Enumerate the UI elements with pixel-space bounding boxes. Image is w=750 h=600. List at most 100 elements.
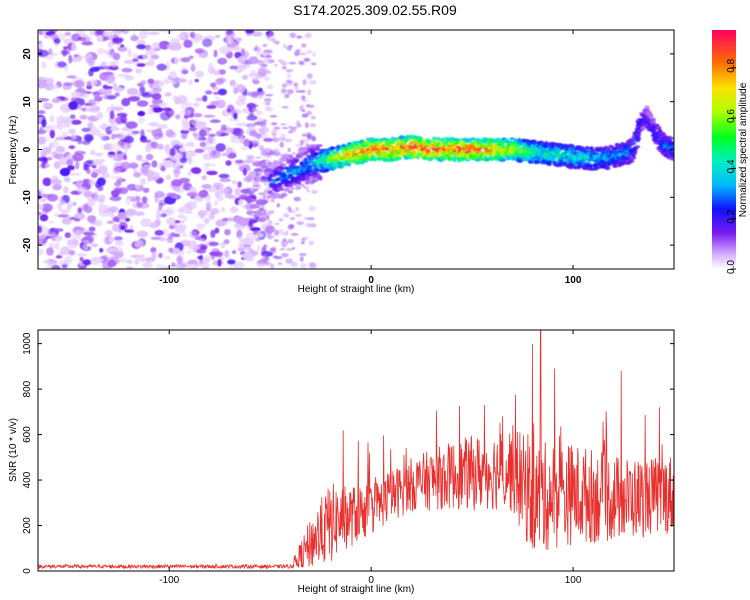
noise-blob: [99, 247, 104, 253]
noise-blob: [106, 220, 114, 224]
noise-blob: [38, 203, 44, 211]
noise-blob: [86, 81, 92, 90]
ridge-blob: [573, 156, 577, 160]
noise-blob: [131, 52, 139, 59]
noise-blob: [312, 52, 316, 57]
noise-blob: [177, 208, 185, 212]
y-tick-label: 10: [22, 96, 33, 108]
noise-blob: [190, 66, 196, 71]
noise-blob: [256, 245, 261, 251]
ridge-blob: [341, 149, 346, 153]
noise-blob: [147, 171, 160, 181]
noise-blob: [124, 144, 129, 154]
noise-blob: [38, 76, 47, 85]
noise-blob: [217, 259, 222, 267]
noise-blob: [112, 52, 121, 61]
noise-blob: [177, 78, 188, 83]
noise-blob: [133, 211, 145, 216]
noise-blob: [96, 112, 104, 119]
y-tick-label: 1000: [22, 332, 33, 355]
noise-blob: [200, 266, 210, 269]
ridge-blob: [270, 199, 275, 203]
noise-blob: [87, 198, 99, 202]
noise-blob: [210, 229, 216, 238]
noise-blob: [97, 165, 108, 175]
noise-blob: [257, 60, 263, 63]
noise-blob: [142, 262, 153, 269]
noise-blob: [123, 154, 128, 160]
noise-blob: [232, 250, 237, 254]
noise-blob: [108, 60, 119, 68]
noise-blob: [258, 217, 266, 223]
noise-blob: [165, 174, 172, 181]
noise-blob: [291, 247, 296, 250]
ridge-blob: [314, 146, 321, 152]
noise-blob: [198, 53, 207, 58]
ridge-blob: [279, 163, 287, 167]
noise-blob: [260, 125, 267, 132]
noise-blob: [104, 65, 112, 71]
noise-blob: [294, 85, 299, 91]
noise-blob: [188, 55, 194, 60]
noise-blob: [235, 122, 248, 127]
noise-blob: [252, 184, 260, 187]
colorbar-ticks: 0.0 0.2 0.4 0.6 0.8: [726, 58, 737, 274]
noise-blob: [82, 244, 88, 250]
noise-blob: [210, 82, 217, 88]
noise-blob: [175, 263, 187, 269]
noise-blob: [205, 90, 213, 95]
noise-blob: [88, 178, 95, 186]
noise-blob: [260, 63, 268, 68]
noise-blob: [233, 112, 238, 120]
noise-blob: [135, 255, 142, 262]
noise-blob: [224, 229, 231, 236]
noise-blob: [109, 110, 115, 120]
ridge-blob: [418, 136, 423, 140]
noise-blob: [172, 95, 178, 102]
noise-blob: [75, 229, 82, 236]
colorbar-tick-label: 0.0: [726, 260, 737, 274]
noise-blob: [104, 229, 113, 237]
noise-blob: [147, 107, 154, 115]
noise-blob: [58, 259, 69, 265]
noise-blob: [215, 219, 226, 227]
noise-blob: [296, 35, 303, 39]
noise-blob: [136, 63, 146, 67]
noise-blob: [104, 49, 114, 56]
noise-blob: [243, 138, 251, 147]
noise-blob: [256, 110, 263, 116]
noise-blob: [306, 73, 314, 78]
noise-blob: [57, 61, 67, 68]
noise-blob: [166, 192, 177, 197]
ridge-blob: [509, 137, 515, 141]
noise-blob: [165, 61, 171, 71]
noise-blob: [236, 229, 243, 239]
noise-blob: [107, 259, 117, 268]
noise-blob: [110, 127, 120, 131]
noise-blob: [120, 225, 126, 230]
noise-blob: [73, 30, 86, 34]
noise-blob: [71, 119, 82, 125]
noise-blob: [280, 123, 287, 126]
ridge-blob: [329, 146, 337, 150]
noise-blob: [203, 114, 216, 118]
noise-blob: [248, 218, 256, 225]
noise-blob: [148, 122, 160, 127]
noise-blob: [108, 142, 121, 152]
noise-blob: [182, 120, 190, 128]
noise-blob: [302, 79, 307, 86]
noise-blob: [258, 192, 264, 195]
noise-blob: [273, 148, 281, 154]
noise-blob: [82, 259, 92, 266]
noise-blob: [59, 167, 71, 177]
noise-blob: [303, 57, 310, 63]
noise-blob: [51, 244, 60, 249]
noise-blob: [236, 64, 247, 68]
noise-blob: [287, 224, 294, 230]
noise-blob: [288, 61, 297, 65]
ridge-blob: [373, 157, 377, 162]
noise-blob: [256, 233, 264, 238]
noise-blob: [187, 259, 198, 265]
noise-blob: [310, 116, 316, 120]
noise-blob: [114, 92, 120, 97]
